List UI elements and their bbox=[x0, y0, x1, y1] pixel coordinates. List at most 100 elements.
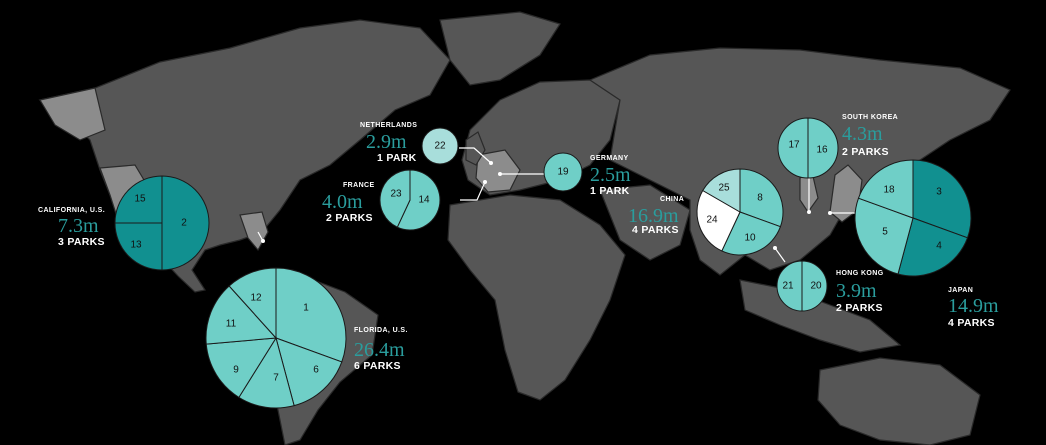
pie-slice-label-7: 7 bbox=[273, 373, 279, 384]
pie-slice-park-12 bbox=[228, 267, 277, 340]
label-china-name: CHINA bbox=[660, 196, 684, 203]
label-france-visitors: 4.0m bbox=[322, 191, 363, 213]
marker-hong-kong bbox=[773, 246, 777, 250]
land-africa bbox=[447, 194, 626, 401]
land-australia bbox=[817, 357, 981, 445]
label-france-parks: 2 PARKS bbox=[326, 212, 373, 224]
pie-slice-label-1: 1 bbox=[303, 303, 309, 314]
pie-california: 2 13 15 bbox=[114, 175, 210, 271]
label-japan-visitors: 14.9m bbox=[948, 295, 999, 317]
label-netherlands-visitors: 2.9m bbox=[366, 131, 407, 153]
pie-slice-park-1 bbox=[275, 267, 347, 363]
pie-china: 8 10 24 25 bbox=[696, 168, 784, 256]
pie-slice-park-6 bbox=[275, 337, 343, 407]
connector-netherlands bbox=[459, 147, 492, 164]
label-south-korea-parks: 2 PARKS bbox=[842, 146, 889, 158]
pie-slice-label-18: 18 bbox=[883, 185, 895, 196]
marker-florida bbox=[261, 239, 265, 243]
label-california-name: CALIFORNIA, U.S. bbox=[38, 207, 105, 214]
pie-slice-park-21 bbox=[776, 260, 803, 312]
pie-slice-label-2: 2 bbox=[181, 218, 187, 229]
land-alaska bbox=[39, 87, 106, 141]
marker-germany bbox=[498, 172, 502, 176]
pie-slice-label-20: 20 bbox=[810, 281, 822, 292]
label-hong-kong-visitors: 3.9m bbox=[836, 280, 877, 302]
region-labels: CALIFORNIA, U.S. 7.3m 3 PARKS FLORIDA, U… bbox=[38, 114, 999, 372]
pie-slice-label-11: 11 bbox=[226, 319, 237, 330]
land-uk bbox=[465, 131, 486, 166]
pie-slice-park-3 bbox=[912, 159, 972, 239]
land-western-europe bbox=[475, 149, 521, 193]
label-netherlands-parks: 1 PARK bbox=[377, 152, 417, 164]
label-germany-visitors: 2.5m bbox=[590, 164, 631, 186]
pie-slice-label-25: 25 bbox=[718, 183, 730, 194]
pie-slice-park-22 bbox=[421, 127, 459, 165]
connector-france bbox=[460, 181, 486, 201]
marker-netherlands bbox=[489, 161, 493, 165]
pie-slice-park-15 bbox=[114, 175, 163, 224]
land-middle-east bbox=[599, 184, 691, 261]
label-florida-visitors: 26.4m bbox=[354, 339, 405, 361]
pie-slice-park-19 bbox=[543, 152, 583, 192]
pie-slice-park-16 bbox=[807, 117, 839, 179]
pie-slice-label-9: 9 bbox=[233, 365, 239, 376]
pie-slice-label-24: 24 bbox=[706, 215, 718, 226]
label-germany-parks: 1 PARK bbox=[590, 185, 630, 197]
label-france-name: FRANCE bbox=[343, 182, 375, 189]
label-china-parks: 4 PARKS bbox=[632, 224, 679, 236]
pie-slice-label-23: 23 bbox=[390, 189, 402, 200]
pie-slice-park-7 bbox=[238, 336, 295, 409]
pie-slice-label-12: 12 bbox=[250, 293, 262, 304]
pie-slice-label-4: 4 bbox=[936, 241, 942, 252]
pie-slice-park-25 bbox=[702, 168, 741, 213]
pie-slice-label-17: 17 bbox=[788, 140, 800, 151]
label-japan-name: JAPAN bbox=[948, 287, 973, 294]
pie-slice-park-18 bbox=[857, 159, 914, 219]
label-germany-name: GERMANY bbox=[590, 155, 629, 162]
pie-slice-park-8 bbox=[739, 168, 784, 228]
marker-japan bbox=[828, 211, 832, 215]
label-california-parks: 3 PARKS bbox=[58, 236, 105, 248]
label-south-korea-visitors: 4.3m bbox=[842, 123, 883, 145]
label-hong-kong-parks: 2 PARKS bbox=[836, 302, 883, 314]
pie-slice-label-8: 8 bbox=[757, 193, 763, 204]
pie-florida: 1 6 7 9 11 12 bbox=[205, 267, 347, 409]
pie-slice-park-13 bbox=[114, 222, 163, 271]
label-netherlands-name: NETHERLANDS bbox=[360, 122, 417, 129]
label-florida-parks: 6 PARKS bbox=[354, 360, 401, 372]
label-china-visitors: 16.9m bbox=[628, 205, 679, 227]
label-hong-kong-name: HONG KONG bbox=[836, 270, 884, 277]
label-south-korea-name: SOUTH KOREA bbox=[842, 114, 898, 121]
pie-slice-label-10: 10 bbox=[744, 233, 756, 244]
pie-slice-park-4 bbox=[897, 217, 969, 277]
pie-slice-park-2 bbox=[161, 175, 210, 271]
pie-slice-label-22: 22 bbox=[434, 141, 446, 152]
pie-slice-park-9 bbox=[205, 337, 277, 399]
pie-slice-label-19: 19 bbox=[557, 167, 569, 178]
connector-lines bbox=[257, 147, 856, 263]
pie-germany: 19 bbox=[543, 152, 583, 192]
pie-france: 14 23 bbox=[379, 169, 441, 231]
pie-slice-label-16: 16 bbox=[816, 145, 828, 156]
pie-slice-park-20 bbox=[801, 260, 828, 312]
pie-japan: 3 4 5 18 bbox=[854, 159, 972, 277]
pie-slice-park-11 bbox=[205, 285, 278, 345]
pie-slice-park-5 bbox=[854, 197, 914, 275]
marker-france bbox=[483, 180, 487, 184]
pie-slice-label-13: 13 bbox=[130, 240, 142, 251]
pie-charts: 2131516791112221423198102425161720213451… bbox=[114, 117, 972, 409]
pie-slice-park-24 bbox=[696, 189, 741, 252]
pie-slice-label-5: 5 bbox=[882, 227, 888, 238]
pie-netherlands: 22 bbox=[421, 127, 459, 165]
label-california-visitors: 7.3m bbox=[58, 215, 99, 237]
label-florida-name: FLORIDA, U.S. bbox=[354, 327, 408, 334]
pie-slice-label-21: 21 bbox=[782, 281, 794, 292]
connector-hong-kong bbox=[774, 247, 786, 263]
pie-slice-park-17 bbox=[777, 117, 809, 179]
pie-slice-label-6: 6 bbox=[313, 365, 319, 376]
label-japan-parks: 4 PARKS bbox=[948, 317, 995, 329]
pie-slice-park-10 bbox=[721, 211, 782, 256]
